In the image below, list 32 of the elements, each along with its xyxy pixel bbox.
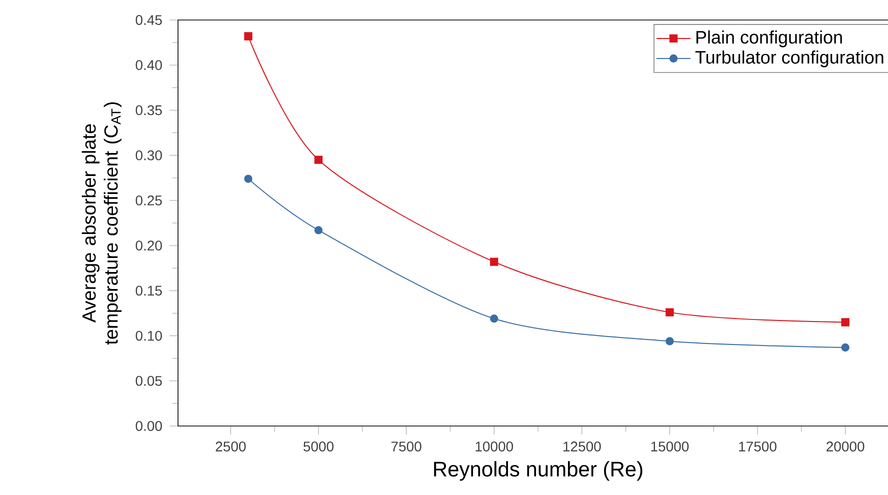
x-tick-label: 20000 (826, 442, 864, 452)
point (666, 337, 674, 346)
x-tick-label: 12500 (564, 442, 601, 452)
y-tick-label: 0.15 (136, 286, 162, 296)
y-tick-label: 0.20 (136, 240, 162, 251)
x-tick-label: 10000 (476, 442, 514, 452)
y-tick-label: 0.00 (136, 421, 162, 431)
y-tick-label: 0.35 (136, 105, 162, 116)
point (244, 32, 252, 40)
point (490, 314, 498, 323)
point (841, 318, 850, 326)
y-tick-label: 0.25 (136, 195, 162, 206)
x-tick-label: 7500 (391, 442, 422, 452)
y-tick-label: 0.05 (136, 376, 162, 386)
point (244, 174, 252, 183)
legend-label: Plain configuration (696, 30, 842, 48)
x-tick-label: 17500 (739, 442, 776, 452)
x-axis-title: Reynolds number (Re) (434, 461, 642, 481)
point (314, 156, 323, 164)
y-tick-label: 0.30 (136, 150, 162, 160)
y-axis-title: Average absorber plate temperature coefficient (C$_{AT}$) (82, 102, 122, 345)
legend-label: Turbulator configuration (695, 50, 884, 68)
y-tick-label: 0.45 (136, 15, 162, 25)
point (490, 258, 498, 266)
point (314, 226, 323, 234)
x-tick-label: 5000 (303, 442, 334, 452)
x-tick-label: 15000 (651, 442, 689, 452)
point (666, 308, 674, 316)
x-tick-label: 2500 (216, 442, 246, 452)
y-tick-label: 0.10 (136, 330, 162, 341)
point (841, 343, 850, 352)
y-tick-label: 0.40 (136, 60, 162, 70)
